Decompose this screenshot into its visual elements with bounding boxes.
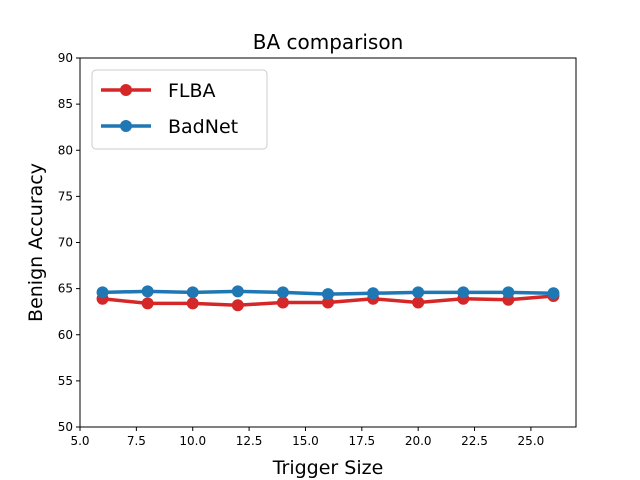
y-tick-label: 85 xyxy=(58,97,73,111)
data-point-flba xyxy=(322,296,334,309)
data-point-flba xyxy=(186,297,199,310)
data-point-flba xyxy=(141,297,154,310)
data-point-badnet xyxy=(322,288,334,301)
legend-label-badnet: BadNet xyxy=(168,116,238,138)
data-point-badnet xyxy=(547,287,560,300)
x-tick-label: 20.0 xyxy=(405,434,432,448)
y-axis: 50 55 60 65 70 75 80 85 90 xyxy=(58,51,80,434)
chart-title: BA comparison xyxy=(253,30,404,54)
y-tick-label: 55 xyxy=(58,374,73,388)
plot-area xyxy=(96,285,560,312)
y-tick-label: 80 xyxy=(58,143,73,157)
legend: FLBA BadNet xyxy=(91,69,268,150)
data-point-flba xyxy=(276,296,289,309)
legend-label-flba: FLBA xyxy=(168,80,216,102)
data-point-badnet xyxy=(457,286,470,299)
y-tick-label: 65 xyxy=(58,282,73,296)
legend-marker-flba xyxy=(120,84,132,96)
x-axis: 5.0 7.5 10.0 12.5 15.0 17.5 20.0 22.5 25.0 xyxy=(70,427,544,448)
x-tick-label: 22.5 xyxy=(461,434,488,448)
x-tick-label: 7.5 xyxy=(127,434,146,448)
x-tick-label: 10.0 xyxy=(179,434,206,448)
y-tick-label: 90 xyxy=(58,51,73,65)
data-point-badnet xyxy=(502,286,515,299)
data-point-badnet xyxy=(412,286,425,299)
data-point-badnet xyxy=(367,287,380,300)
data-point-badnet xyxy=(231,285,244,298)
data-point-badnet xyxy=(186,286,199,299)
x-tick-label: 5.0 xyxy=(70,434,89,448)
x-tick-label: 15.0 xyxy=(292,434,319,448)
y-tick-label: 60 xyxy=(58,328,73,342)
data-point-flba xyxy=(412,296,425,309)
data-point-badnet xyxy=(276,286,289,299)
data-point-flba xyxy=(231,299,244,312)
x-tick-label: 12.5 xyxy=(236,434,263,448)
y-tick-label: 75 xyxy=(58,189,73,203)
data-point-badnet xyxy=(141,285,154,298)
x-tick-label: 17.5 xyxy=(348,434,375,448)
y-axis-label: Benign Accuracy xyxy=(25,163,47,322)
data-point-badnet xyxy=(96,286,109,299)
x-tick-label: 25.0 xyxy=(518,434,545,448)
y-tick-label: 50 xyxy=(58,420,73,434)
y-tick-label: 70 xyxy=(58,236,73,250)
legend-marker-badnet xyxy=(120,120,132,132)
x-axis-label: Trigger Size xyxy=(272,457,384,479)
